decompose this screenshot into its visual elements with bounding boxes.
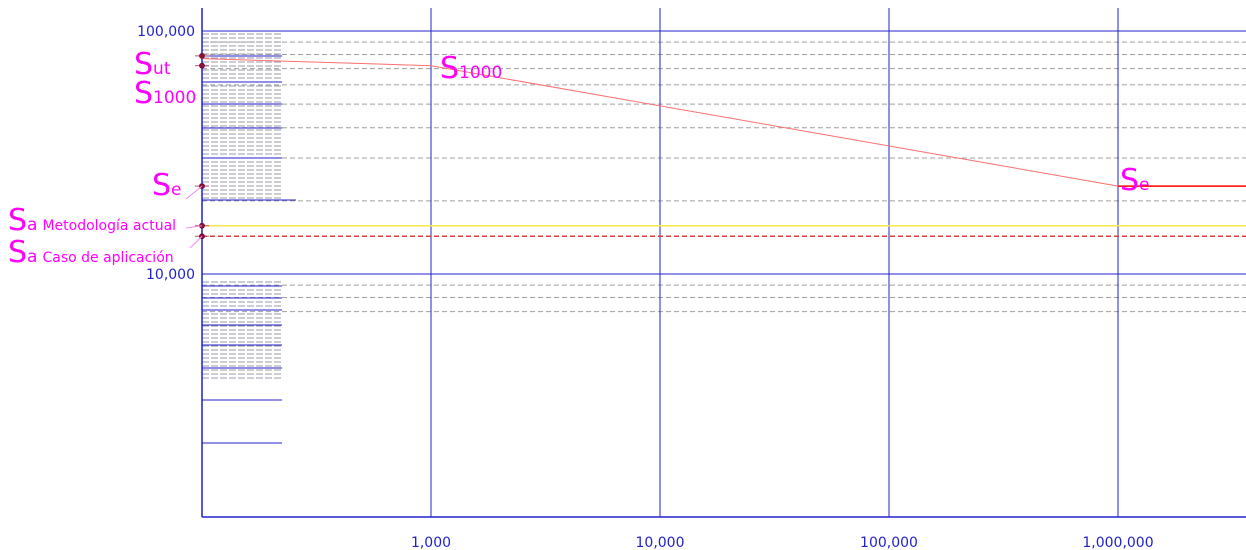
- annotation-label: Sa Metodología actual: [8, 203, 176, 238]
- x-tick-label: 1,000,000: [1082, 535, 1153, 550]
- axes-layer: 1,000 10,000 100,000 1,000,000 10,000 100,000: [137, 8, 1246, 550]
- annotation-subscript: a: [27, 215, 37, 235]
- annotation-label: S1000: [134, 76, 196, 111]
- x-tick-label: 1,000: [411, 535, 451, 550]
- annotation-subscript: ut: [153, 59, 171, 79]
- sn-curve-line: [201, 58, 1119, 187]
- callout-leader: [185, 225, 203, 229]
- annotation-subscript: 1000: [153, 88, 196, 108]
- grid-layer: [202, 8, 1246, 517]
- annotation-subscript: a: [27, 247, 37, 267]
- annotation-symbol: S: [152, 168, 171, 203]
- annotation-symbol: S: [8, 235, 27, 270]
- annotation-symbol: S: [134, 76, 153, 111]
- y-tick-label: 10,000: [146, 267, 195, 283]
- annotation-suffix: Caso de aplicación: [42, 250, 173, 266]
- annotation-label: Sut: [134, 47, 171, 82]
- callout-leader: [189, 235, 203, 249]
- annotation-subscript: 1000: [459, 63, 502, 83]
- annotation-label: Se: [1120, 163, 1150, 198]
- x-tick-label: 100,000: [860, 535, 918, 550]
- series-layer: [201, 58, 1246, 238]
- annotation-subscript: e: [171, 180, 181, 200]
- annotation-subscript: e: [1139, 175, 1149, 195]
- annotation-label: Sa Caso de aplicación: [8, 235, 174, 270]
- y-tick-label: 100,000: [137, 24, 195, 40]
- marker-point: [199, 52, 205, 59]
- callout-leader: [185, 185, 203, 200]
- annotation-symbol: S: [134, 47, 153, 82]
- annotation-symbol: S: [8, 203, 27, 238]
- annotation-symbol: S: [440, 51, 459, 86]
- annotation-suffix: Metodología actual: [42, 218, 176, 234]
- annotation-label: S1000: [440, 51, 502, 86]
- annotation-symbol: S: [1120, 163, 1139, 198]
- marker-point: [199, 62, 205, 69]
- annotation-label: Se: [152, 168, 182, 203]
- x-tick-label: 10,000: [636, 535, 685, 550]
